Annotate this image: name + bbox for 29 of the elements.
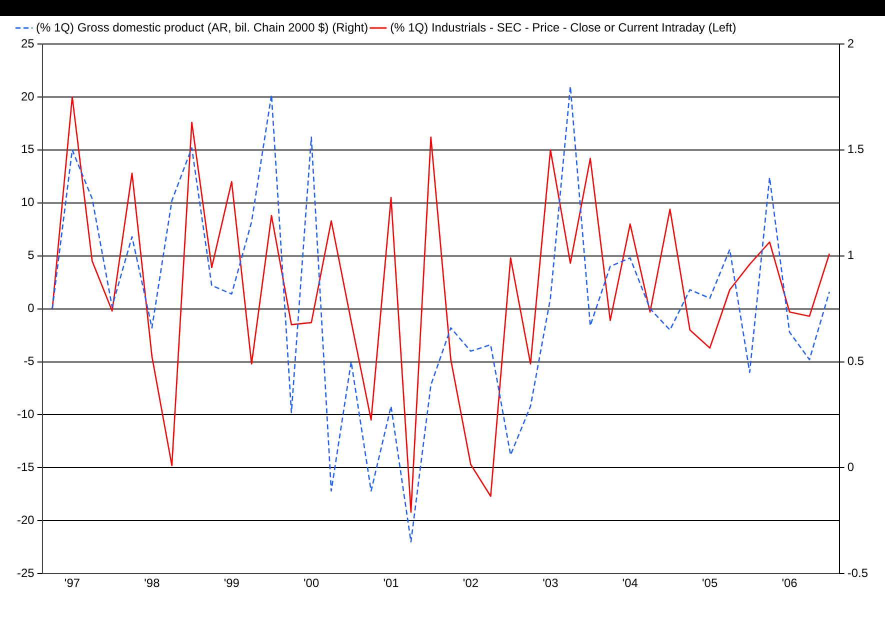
x-tick-label: '04 [622,576,638,590]
x-tick-label: '02 [462,576,479,590]
x-tick-label: '98 [144,576,160,590]
y-tick-label: 0 [28,301,35,316]
y-tick-label: 15 [20,142,35,156]
y-tick-label: 10 [20,195,35,210]
y-tick-label: -10 [17,407,35,422]
legend-label: (% 1Q) Industrials - SEC - Price - Close or Current Intraday (Left) [390,20,736,34]
y-tick-label: -5 [24,354,35,368]
y2-tick-label: 1.5 [847,142,864,156]
legend-label: (% 1Q) Gross domestic product (AR, bil. Chain 2000 $) (Right) [36,20,368,34]
x-tick-label: '05 [702,576,718,590]
x-tick-label: '97 [64,576,80,590]
y-tick-label: 25 [20,36,35,50]
x-tick-label: '01 [383,576,400,590]
y-tick-label: -25 [17,566,35,580]
x-tick-label: '99 [224,576,240,590]
y2-tick-label: 1 [847,248,854,262]
y2-tick-label: 0.5 [847,354,864,368]
y-tick-label: 5 [28,248,35,262]
y-tick-label: 20 [20,89,35,104]
y2-tick-label: -0.5 [847,566,868,580]
x-tick-label: '06 [782,576,798,590]
y2-tick-label: 0 [847,460,854,474]
y-tick-label: -15 [17,460,35,474]
y2-tick-label: 2 [847,36,854,50]
y-tick-label: -20 [17,512,35,527]
x-tick-label: '03 [542,576,559,590]
x-tick-label: '00 [304,576,320,590]
